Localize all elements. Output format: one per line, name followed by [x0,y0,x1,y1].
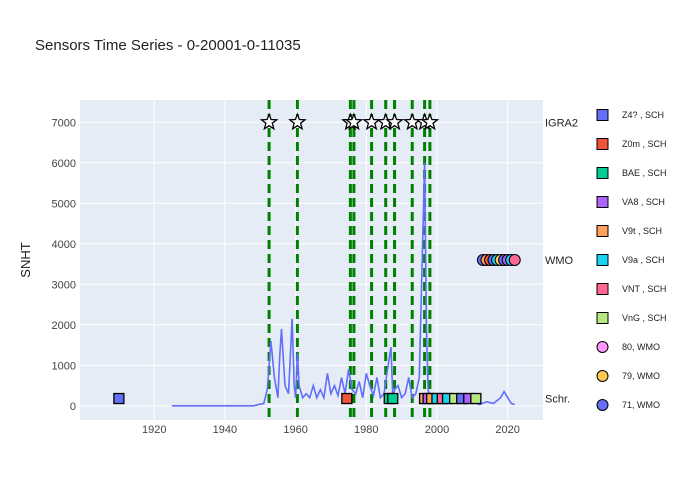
markers [113,112,521,405]
legend-square-symbol [596,196,609,208]
legend-circle-symbol [596,341,609,353]
legend-item[interactable]: VnG , SCH [596,312,667,324]
legend-square-symbol [596,138,609,150]
side-labels: IGRA2 WMO Schr. [545,117,578,405]
y-tick-label: 6000 [52,158,76,170]
legend-item[interactable]: V9t , SCH [596,225,662,237]
y-tick-label: 3000 [52,279,76,291]
legend-label: Z4? , SCH [622,110,664,120]
y-tick-label: 4000 [52,239,76,251]
legend-label: 71, WMO [622,400,660,410]
legend-label: BAE , SCH [622,168,667,178]
x-tick-label: 1980 [354,424,378,436]
legend-label: V9a , SCH [622,255,665,265]
legend-square-symbol [596,312,609,324]
vertical-dashed-lines [267,100,432,420]
legend-item[interactable]: 80, WMO [596,341,660,353]
plot-area [80,100,543,420]
legend-square-symbol [596,167,609,179]
x-tick-label: 1940 [213,424,237,436]
chart-title: Sensors Time Series - 0-20001-0-11035 [35,37,301,54]
legend-item[interactable]: V9a , SCH [596,254,665,266]
y-axis-label: SNHT [18,242,33,277]
legend-item[interactable]: Z4? , SCH [596,109,664,121]
y-tick-label: 5000 [52,198,76,210]
wmo-circle-marker [508,254,521,266]
legend[interactable]: Z4? , SCH Z0m , SCH BAE , SCH VA8 , SCH V9t … [596,109,667,411]
legend-item[interactable]: Z0m , SCH [596,138,667,150]
x-tick-label: 1920 [142,424,166,436]
series-side-label: WMO [545,255,574,267]
legend-label: VNT , SCH [622,284,666,294]
schroeder-square-marker [470,392,482,405]
legend-label: VA8 , SCH [622,197,665,207]
legend-label: 80, WMO [622,342,660,352]
igra2-star-marker [344,112,364,131]
schroeder-square-marker [113,392,125,405]
series-side-label: IGRA2 [545,117,578,129]
legend-square-symbol [596,283,609,295]
igra2-star-marker [259,112,279,131]
x-tick-label: 2020 [495,424,519,436]
y-tick-label: 2000 [52,320,76,332]
schroeder-square-marker [341,392,353,405]
legend-item[interactable]: 71, WMO [596,399,660,411]
tick-labels: 0 1000 2000 3000 4000 5000 6000 7000 1920 1940 196… [52,117,520,436]
legend-label: V9t , SCH [622,226,662,236]
legend-label: VnG , SCH [622,313,667,323]
y-tick-label: 1000 [52,360,76,372]
legend-circle-symbol [596,370,609,382]
legend-square-symbol [596,225,609,237]
series-side-label: Schr. [545,394,570,406]
legend-label: 79, WMO [622,371,660,381]
x-tick-label: 1960 [283,424,307,436]
igra2-star-marker [288,112,307,131]
legend-item[interactable]: VNT , SCH [596,283,666,295]
legend-item[interactable]: 79, WMO [596,370,660,382]
schroeder-square-marker [387,392,399,405]
y-tick-label: 0 [70,401,76,413]
legend-item[interactable]: BAE , SCH [596,167,667,179]
legend-circle-symbol [596,399,609,411]
x-tick-label: 2000 [425,424,449,436]
y-tick-label: 7000 [52,117,76,129]
legend-square-symbol [596,109,609,121]
igra2-star-marker [420,112,440,131]
igra2-star-marker [385,112,404,131]
legend-square-symbol [596,254,609,266]
legend-label: Z0m , SCH [622,139,667,149]
legend-item[interactable]: VA8 , SCH [596,196,665,208]
